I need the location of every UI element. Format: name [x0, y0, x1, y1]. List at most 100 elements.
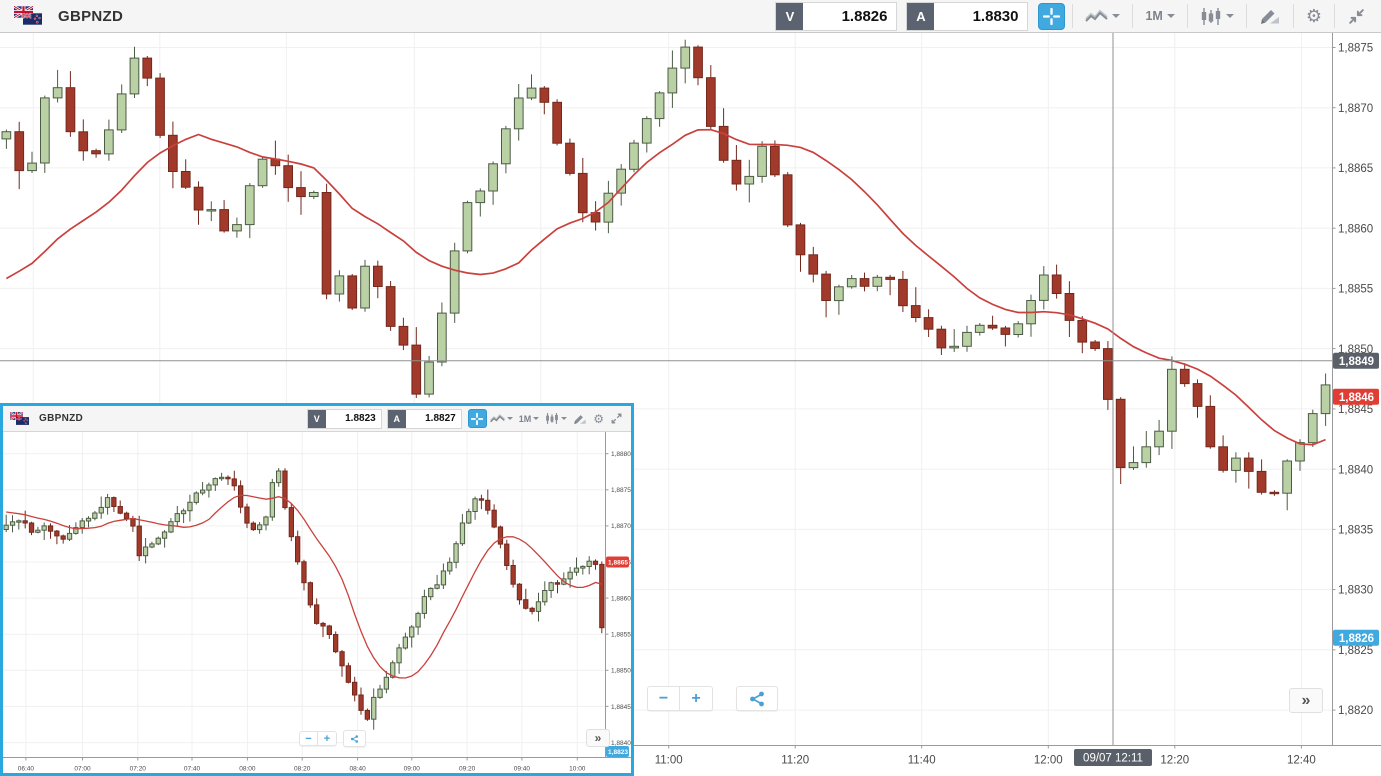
- timeframe-select[interactable]: 1M: [1140, 3, 1179, 30]
- crosshair-tool-button[interactable]: [1038, 2, 1066, 30]
- timeframe-value: 1M: [518, 413, 532, 424]
- svg-text:1,8845: 1,8845: [611, 704, 631, 711]
- pip-chart-window[interactable]: GBPNZD V 1.8823 A 1.8827: [0, 403, 634, 776]
- sell-label: V: [776, 2, 804, 30]
- series-style-select[interactable]: [1195, 3, 1239, 30]
- svg-text:1,8846: 1,8846: [1339, 392, 1374, 404]
- nzd-flag-icon: [23, 13, 42, 25]
- chevron-down-icon: [1112, 14, 1121, 18]
- chart-type-select[interactable]: [1080, 3, 1125, 30]
- gear-icon: ⚙: [593, 411, 604, 426]
- svg-text:1,8865: 1,8865: [1338, 163, 1373, 175]
- svg-text:08:00: 08:00: [239, 766, 256, 773]
- sell-price-button[interactable]: V 1.8826: [775, 1, 898, 31]
- draw-pencil-icon: [574, 414, 586, 424]
- svg-text:08:40: 08:40: [349, 766, 366, 773]
- svg-text:11:00: 11:00: [655, 755, 683, 767]
- expand-chart-button[interactable]: [607, 409, 626, 428]
- pip-share-button[interactable]: [343, 730, 366, 747]
- svg-text:1,8880: 1,8880: [611, 451, 631, 458]
- draw-pencil-icon: [1260, 10, 1279, 24]
- instrument-flags-icon: [14, 6, 46, 26]
- svg-text:1,8865: 1,8865: [608, 559, 628, 566]
- toolbar-separator: [1292, 4, 1294, 28]
- svg-text:09:40: 09:40: [514, 766, 531, 773]
- collapse-arrows-icon: [1349, 8, 1364, 24]
- collapse-chart-button[interactable]: [1342, 3, 1371, 30]
- buy-price-button[interactable]: A 1.8830: [906, 1, 1029, 31]
- expand-arrows-icon: [611, 413, 622, 424]
- buy-label: A: [907, 2, 935, 30]
- pip-jump-to-latest-button[interactable]: »: [586, 729, 610, 747]
- pip-chart-toolbar: GBPNZD V 1.8823 A 1.8827: [3, 406, 631, 432]
- share-button[interactable]: [736, 686, 778, 711]
- svg-text:1,8840: 1,8840: [611, 740, 631, 747]
- drawing-tools-button[interactable]: [570, 409, 590, 428]
- svg-text:1,8860: 1,8860: [611, 596, 631, 603]
- toolbar-separator: [1072, 4, 1074, 28]
- chart-type-select[interactable]: [487, 409, 516, 428]
- zoom-out-button[interactable]: −: [647, 686, 680, 711]
- svg-text:1,8870: 1,8870: [1338, 103, 1373, 115]
- share-icon: [750, 691, 764, 706]
- toolbar-separator: [1245, 4, 1247, 28]
- buy-price-value: 1.8830: [972, 7, 1019, 25]
- nzd-flag-icon: [16, 416, 29, 425]
- svg-text:1,8840: 1,8840: [1338, 464, 1373, 476]
- pip-price-chart[interactable]: 1,8880 1,8875 1,8870 1,8865 1,8860 1,8855 1,88…: [3, 432, 631, 773]
- svg-text:1,8875: 1,8875: [611, 487, 631, 494]
- sell-price-value: 1.8826: [841, 7, 888, 25]
- svg-text:09/07 12:11: 09/07 12:11: [1083, 753, 1143, 765]
- svg-text:06:40: 06:40: [18, 766, 35, 773]
- svg-text:09:20: 09:20: [459, 766, 476, 773]
- svg-text:1,8830: 1,8830: [1338, 585, 1373, 597]
- chevron-down-icon: [1166, 14, 1175, 18]
- svg-text:1,8820: 1,8820: [1338, 705, 1373, 717]
- svg-text:07:00: 07:00: [74, 766, 91, 773]
- timeframe-value: 1M: [1145, 9, 1163, 23]
- crosshair-icon: [471, 412, 484, 425]
- sell-label: V: [307, 409, 326, 428]
- sell-price-value: 1.8823: [345, 413, 376, 424]
- chart-toolbar: GBPNZD V 1.8826 A 1.8830 1M: [0, 0, 1381, 33]
- svg-text:10:00: 10:00: [569, 766, 586, 773]
- zoom-in-button[interactable]: +: [680, 686, 713, 711]
- jump-to-latest-button[interactable]: »: [1289, 688, 1323, 713]
- pip-zoom-out-button[interactable]: −: [299, 731, 318, 746]
- pip-zoom-controls: − +: [299, 731, 337, 746]
- chevron-down-icon: [533, 417, 540, 420]
- svg-text:1,8849: 1,8849: [1339, 356, 1374, 368]
- timeframe-select[interactable]: 1M: [516, 409, 543, 428]
- chevron-down-icon: [561, 417, 568, 420]
- crosshair-tool-button[interactable]: [467, 409, 487, 428]
- svg-text:11:40: 11:40: [908, 755, 936, 767]
- line-chart-icon: [489, 414, 505, 423]
- svg-text:1,8860: 1,8860: [1338, 223, 1373, 235]
- svg-text:1,8850: 1,8850: [611, 668, 631, 675]
- pip-zoom-in-button[interactable]: +: [318, 731, 337, 746]
- svg-text:07:20: 07:20: [130, 766, 147, 773]
- settings-button[interactable]: ⚙: [1301, 3, 1327, 30]
- chevron-down-icon: [1225, 14, 1234, 18]
- gbp-flag-icon: [14, 6, 33, 18]
- sell-price-button[interactable]: V 1.8823: [306, 408, 382, 429]
- buy-label: A: [387, 409, 406, 428]
- gbp-flag-icon: [10, 411, 23, 420]
- instrument-title: GBPNZD: [39, 413, 84, 424]
- svg-text:09:00: 09:00: [404, 766, 421, 773]
- svg-text:1,8835: 1,8835: [1338, 525, 1373, 537]
- svg-text:1,8855: 1,8855: [1338, 284, 1373, 296]
- toolbar-separator: [1132, 4, 1134, 28]
- settings-button[interactable]: ⚙: [590, 409, 607, 428]
- share-icon: [350, 734, 359, 743]
- candlestick-icon: [1201, 7, 1221, 25]
- svg-text:1,8875: 1,8875: [1338, 43, 1373, 55]
- svg-text:11:20: 11:20: [781, 755, 809, 767]
- svg-text:1,8826: 1,8826: [1339, 633, 1374, 645]
- svg-text:1,8855: 1,8855: [611, 632, 631, 639]
- series-style-select[interactable]: [542, 409, 570, 428]
- instrument-flags-icon: [10, 411, 32, 426]
- buy-price-button[interactable]: A 1.8827: [386, 408, 462, 429]
- drawing-tools-button[interactable]: [1254, 3, 1286, 30]
- gear-icon: ⚙: [1305, 6, 1322, 26]
